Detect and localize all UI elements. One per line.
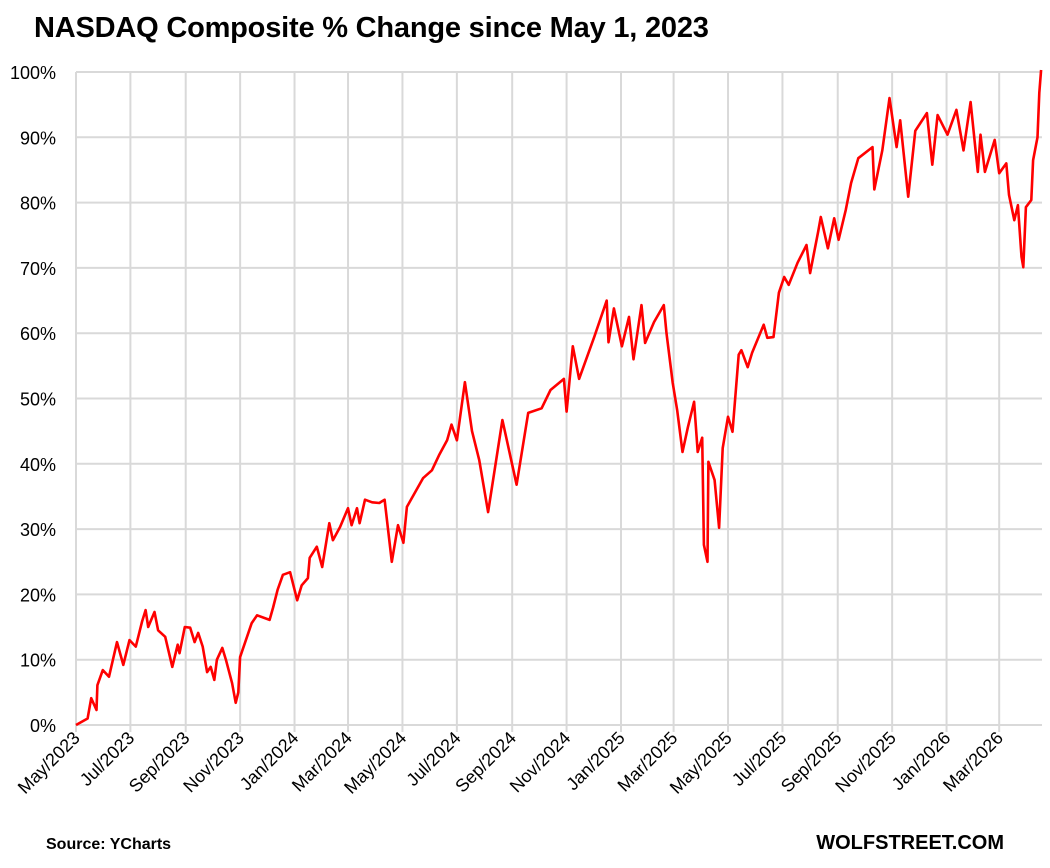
chart-title: NASDAQ Composite % Change since May 1, 2…	[34, 12, 709, 44]
y-tick-label: 60%	[20, 324, 56, 344]
y-tick-label: 100%	[10, 63, 56, 83]
brand-watermark: WOLFSTREET.COM	[816, 832, 1004, 854]
y-tick-label: 40%	[20, 455, 56, 475]
y-tick-label: 0%	[30, 716, 56, 736]
y-tick-label: 10%	[20, 651, 56, 671]
y-axis-ticks: 0% 10% 20% 30% 40% 50% 60% 70% 80% 90% 100%	[10, 63, 56, 736]
x-tick-label: May/2023	[14, 728, 84, 798]
source-note: Source: YCharts	[46, 836, 172, 853]
data-points	[75, 69, 1042, 726]
y-tick-label: 30%	[20, 520, 56, 540]
y-tick-label: 80%	[20, 194, 56, 214]
y-tick-label: 90%	[20, 128, 56, 148]
y-tick-label: 50%	[20, 390, 56, 410]
gridlines	[75, 71, 1042, 732]
y-tick-label: 70%	[20, 259, 56, 279]
series-line-nasdaq	[75, 69, 1043, 727]
y-tick-label: 20%	[20, 585, 56, 605]
x-axis-ticks: May/2023Jul/2023Sep/2023Nov/2023Jan/2024…	[14, 728, 1007, 798]
